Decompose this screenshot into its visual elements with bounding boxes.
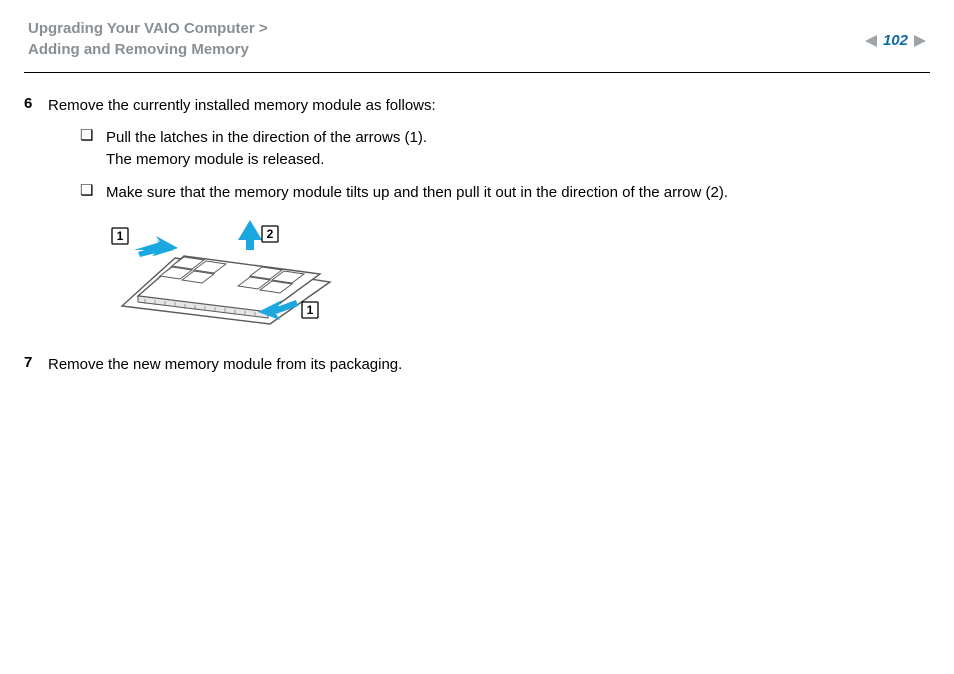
arrow-2-up (238, 220, 262, 250)
step: 6 Remove the currently installed memory … (24, 95, 914, 342)
label-2-top-text: 2 (267, 227, 274, 241)
sub-text: Pull the latches in the direction of the… (106, 127, 914, 171)
breadcrumb-line1: Upgrading Your VAIO Computer > (28, 18, 268, 39)
breadcrumb: Upgrading Your VAIO Computer > Adding an… (28, 18, 268, 60)
step-number: 7 (24, 354, 48, 371)
label-1-left: 1 (112, 228, 128, 244)
label-2-top: 2 (262, 226, 278, 242)
sub-text: Make sure that the memory module tilts u… (106, 182, 914, 204)
diagram-svg: 1 2 1 (100, 216, 360, 336)
page-nav: 102 (865, 18, 926, 49)
sub-list: ❏ Pull the latches in the direction of t… (48, 127, 914, 204)
nav-next-icon[interactable] (914, 35, 926, 47)
step-text: Remove the new memory module from its pa… (48, 354, 914, 376)
breadcrumb-line2: Adding and Removing Memory (28, 39, 268, 60)
bullet-icon: ❏ (80, 127, 106, 145)
step-number: 6 (24, 95, 48, 112)
sub-item: ❏ Pull the latches in the direction of t… (80, 127, 914, 171)
page-number: 102 (883, 32, 908, 49)
bullet-icon: ❏ (80, 182, 106, 200)
page-header: Upgrading Your VAIO Computer > Adding an… (0, 0, 954, 64)
sub-item: ❏ Make sure that the memory module tilts… (80, 182, 914, 204)
page-content: 6 Remove the currently installed memory … (0, 73, 954, 376)
step: 7 Remove the new memory module from its … (24, 354, 914, 376)
step-text: Remove the currently installed memory mo… (48, 95, 914, 117)
document-page: Upgrading Your VAIO Computer > Adding an… (0, 0, 954, 674)
sub-line1: Pull the latches in the direction of the… (106, 127, 914, 149)
nav-prev-icon[interactable] (865, 35, 877, 47)
step-body: Remove the new memory module from its pa… (48, 354, 914, 376)
step-body: Remove the currently installed memory mo… (48, 95, 914, 342)
memory-module-diagram: 1 2 1 (100, 216, 360, 336)
sub-line1: Make sure that the memory module tilts u… (106, 182, 914, 204)
sub-line2: The memory module is released. (106, 149, 914, 171)
label-1-left-text: 1 (117, 229, 124, 243)
label-1-bottom: 1 (302, 302, 318, 318)
label-1-bottom-text: 1 (307, 303, 314, 317)
arrow-1-left (134, 236, 178, 257)
